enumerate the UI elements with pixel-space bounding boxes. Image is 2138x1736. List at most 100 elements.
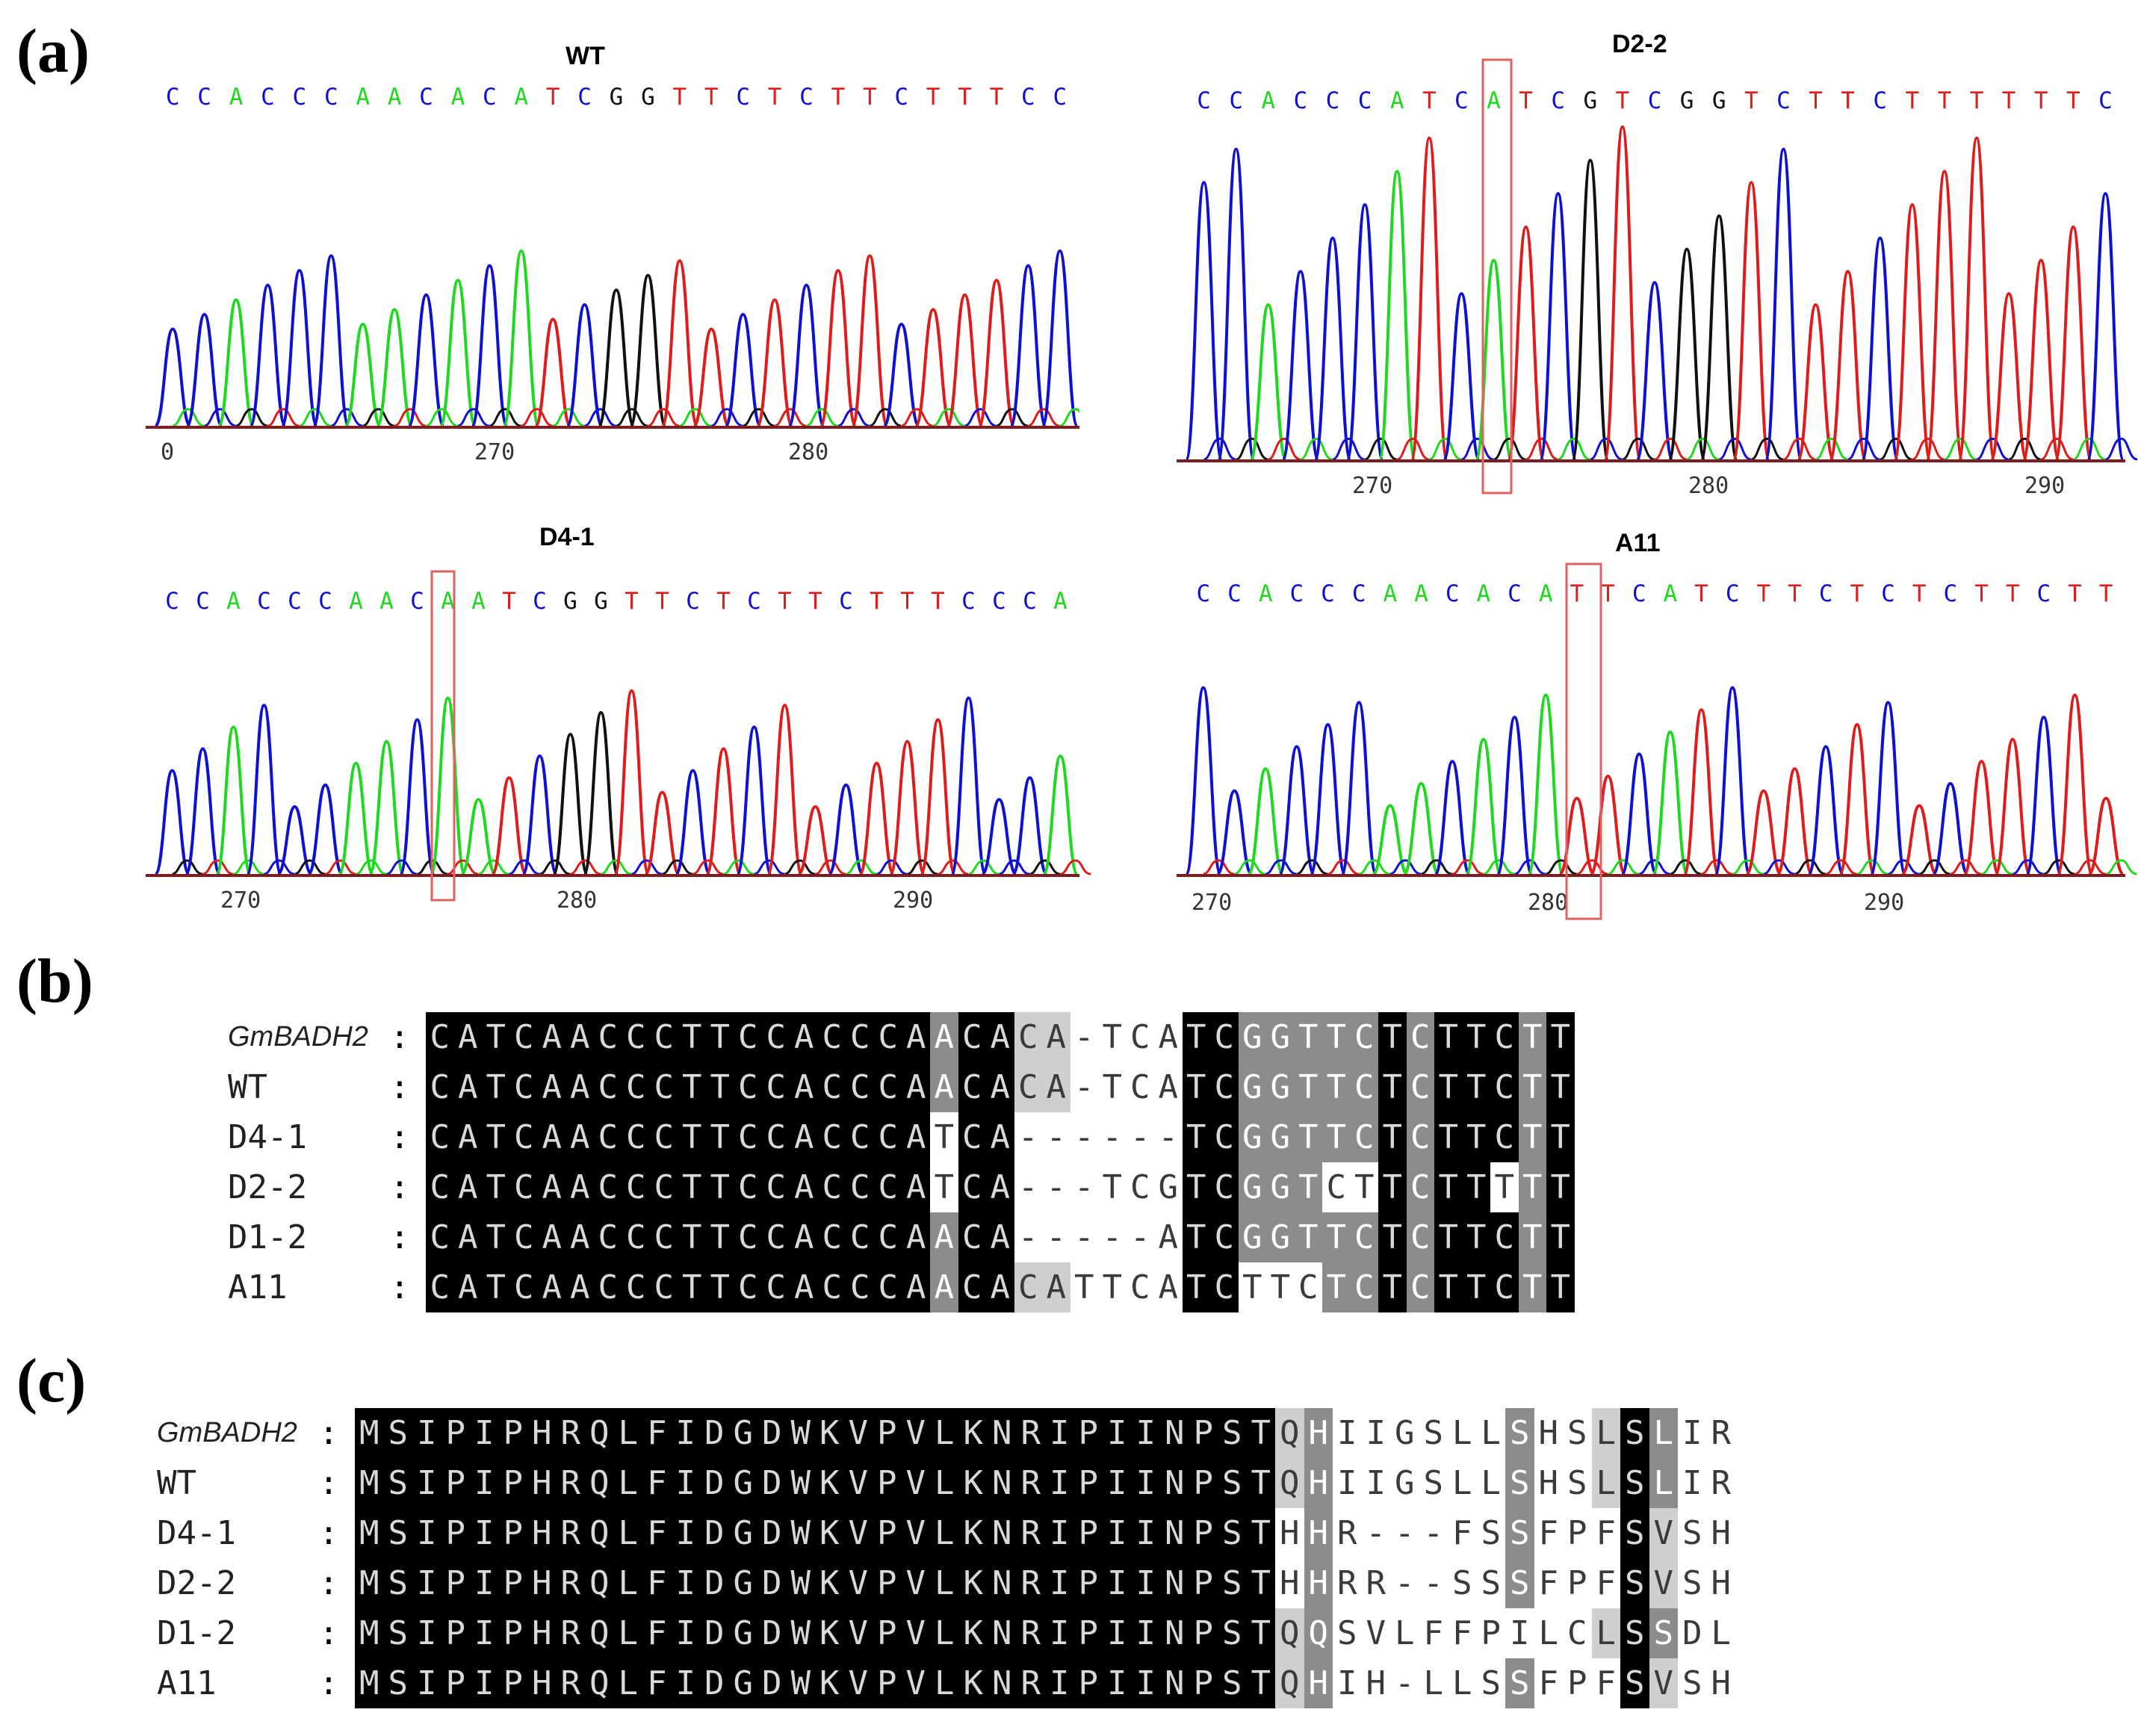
base-call: A	[1487, 87, 1501, 114]
protein-alignment-residue: R	[1706, 1458, 1735, 1508]
protein-alignment-residue: H	[527, 1508, 557, 1558]
dna-alignment-residue: A	[566, 1262, 594, 1312]
protein-alignment-residue: K	[958, 1558, 988, 1608]
protein-alignment-residue: D	[700, 1558, 729, 1608]
trace-peak	[660, 259, 699, 427]
protein-alignment-residue: G	[728, 1608, 757, 1658]
protein-alignment-residue: R	[1333, 1558, 1362, 1608]
protein-alignment-residue: F	[1534, 1508, 1563, 1558]
trace-noise	[876, 859, 908, 875]
dna-alignment-residue: C	[594, 1162, 622, 1212]
dna-alignment-row: D4-1: C A T C A A C C C T T C C A C C C A T C A - - - - - - T C G G T T C T…	[228, 1112, 1575, 1162]
trace-noise	[1856, 859, 1888, 875]
dna-alignment-residue: C	[1490, 1012, 1519, 1062]
base-call: T	[931, 588, 945, 615]
dna-alignment-residue: C	[622, 1062, 650, 1112]
protein-alignment-residue: D	[700, 1508, 729, 1558]
protein-alignment-residue: H	[1361, 1658, 1390, 1708]
trace-peak	[2086, 192, 2125, 461]
base-call: C	[1446, 580, 1460, 607]
trace-peak	[1893, 203, 1932, 461]
protein-alignment-residue: H	[527, 1408, 557, 1458]
trace-peak	[1962, 760, 2001, 875]
protein-alignment-residue: S	[1505, 1408, 1534, 1458]
protein-alignment-residue: P	[873, 1608, 902, 1658]
base-call: T	[1422, 87, 1437, 114]
dna-alignment-residue: A	[538, 1062, 566, 1112]
dna-alignment-residue: T	[482, 1062, 510, 1112]
protein-alignment-residue: L	[1476, 1458, 1505, 1508]
trace-peak	[153, 769, 191, 875]
protein-alignment-residue: V	[843, 1508, 873, 1558]
protein-alignment-residue: N	[1160, 1658, 1189, 1708]
dna-alignment-residue: T	[1182, 1262, 1210, 1312]
trace-noise	[601, 859, 632, 875]
trace-peak	[1635, 281, 1674, 461]
base-call: C	[293, 84, 307, 111]
trace-peak	[245, 704, 283, 875]
dna-alignment-residue: C	[762, 1062, 790, 1112]
trace-peak	[276, 805, 313, 875]
dna-alignment-residue: C	[762, 1262, 790, 1312]
dna-alignment-residue: A	[566, 1162, 594, 1212]
trace-peak	[214, 725, 252, 875]
protein-alignment-residue: P	[498, 1508, 527, 1558]
dna-alignment-residue: A	[538, 1012, 566, 1062]
protein-alignment-residue: Q	[585, 1558, 614, 1608]
dna-alignment-residue: C	[426, 1112, 454, 1162]
protein-alignment-residue: S	[383, 1408, 412, 1458]
base-call: G	[563, 588, 577, 615]
dna-alignment-residue: T	[1546, 1262, 1575, 1312]
base-call: T	[926, 84, 941, 111]
base-call: C	[1632, 580, 1646, 607]
trace-noise	[1265, 859, 1297, 875]
dna-alignment-residue: C	[818, 1112, 846, 1162]
protein-alignment-residue: I	[1103, 1658, 1132, 1708]
mutation-highlight-box	[1481, 58, 1513, 495]
base-call: C	[1776, 87, 1791, 114]
dna-alignment-residue: T	[1098, 1012, 1127, 1062]
protein-alignment-residue: L	[613, 1608, 642, 1658]
trace-noise	[1576, 859, 1608, 875]
dna-alignment-residue: T	[1098, 1262, 1127, 1312]
protein-alignment-residue: F	[1534, 1558, 1563, 1608]
dna-alignment-residue: T	[482, 1162, 510, 1212]
trace-noise	[1670, 859, 1702, 875]
protein-alignment-residue: V	[901, 1508, 930, 1558]
trace-peak	[1340, 701, 1378, 875]
trace-peak	[1994, 737, 2032, 875]
trace-noise	[1912, 437, 1945, 461]
dna-alignment-residue: A	[930, 1212, 958, 1262]
dna-alignment-residue: C	[1490, 1062, 1519, 1112]
trace-noise	[1364, 437, 1398, 461]
dna-alignment-residue: C	[1490, 1212, 1519, 1262]
trace-noise	[539, 859, 571, 875]
protein-alignment-residue: W	[786, 1508, 815, 1558]
dna-alignment-residue: T	[1182, 1162, 1210, 1212]
protein-alignment-residue: N	[1160, 1508, 1189, 1558]
protein-alignment-residue: L	[613, 1558, 642, 1608]
trace-peak	[471, 264, 509, 427]
base-call: T	[768, 84, 782, 111]
protein-alignment-residue: D	[757, 1608, 787, 1658]
trace-noise	[938, 859, 969, 875]
base-call: T	[1970, 87, 1984, 114]
base-call: T	[1616, 87, 1630, 114]
protein-alignment-residue: R	[556, 1508, 585, 1558]
protein-alignment-residue: W	[786, 1458, 815, 1508]
axis-tick-label: 280	[1528, 890, 1568, 916]
base-call: C	[1289, 580, 1304, 607]
protein-alignment-residue: P	[441, 1458, 470, 1508]
trace-noise	[1888, 859, 1920, 875]
dna-alignment-residue: T	[1294, 1112, 1322, 1162]
trace-noise	[869, 408, 902, 427]
protein-alignment-residue: M	[355, 1608, 384, 1658]
dna-alignment-residue: T	[1462, 1062, 1490, 1112]
trace-peak	[439, 279, 477, 427]
protein-alignment-residue: H	[527, 1558, 557, 1608]
trace-peak	[1041, 249, 1079, 427]
base-call: T	[900, 588, 914, 615]
dna-alignment-row: WT: C A T C A A C C C T T C C A C C C A A C A C A - T C A T C G G T T C T C T…	[228, 1062, 1575, 1112]
